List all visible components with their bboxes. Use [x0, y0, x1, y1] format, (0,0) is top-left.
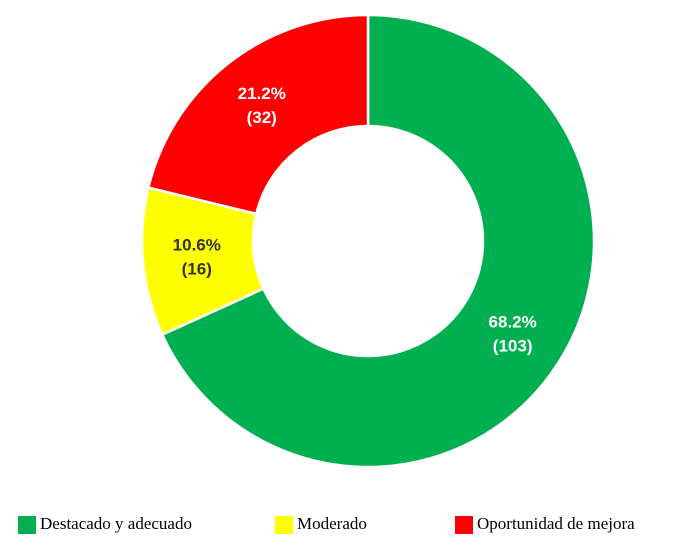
count-label: (103) — [493, 337, 533, 356]
legend-swatch — [455, 516, 473, 534]
donut-slice — [146, 13, 370, 216]
legend-swatch — [275, 516, 293, 534]
value-label: 10.6% — [173, 236, 221, 255]
count-label: (32) — [247, 108, 277, 127]
legend-label: Destacado y adecuado — [40, 514, 192, 533]
value-label: 21.2% — [238, 84, 286, 103]
count-label: (16) — [182, 260, 212, 279]
legend-label: Moderado — [297, 514, 367, 533]
legend-swatch — [18, 516, 36, 534]
value-label: 68.2% — [489, 313, 537, 332]
legend-label: Oportunidad de mejora — [477, 514, 635, 533]
donut-slice — [160, 13, 596, 469]
